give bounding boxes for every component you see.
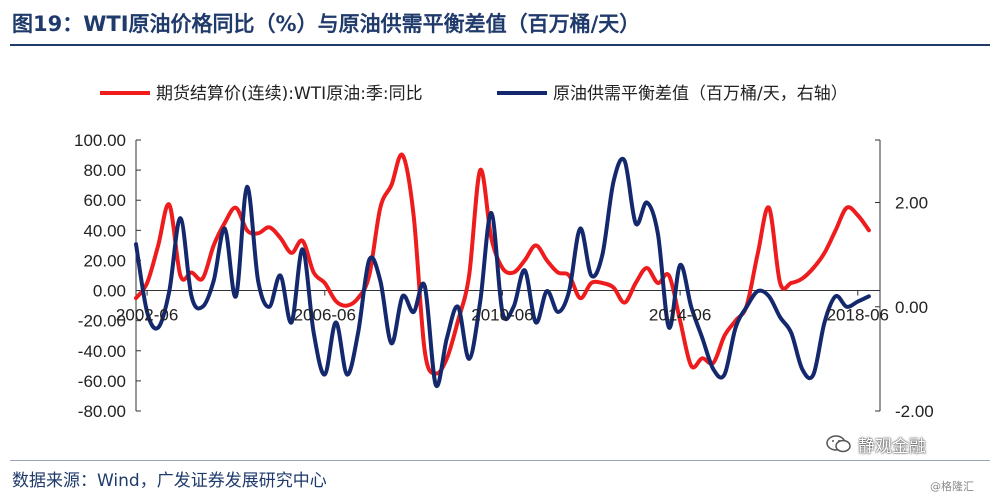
left-tick-label: 60.00	[83, 191, 126, 210]
left-tick-label: -20.00	[78, 312, 126, 331]
watermark-text: 静观金融	[858, 437, 926, 457]
left-tick-label: 0.00	[93, 282, 126, 301]
x-tick-label: 2018-06	[827, 306, 889, 325]
x-tick-label: 2006-06	[294, 306, 356, 325]
series-line-balance	[134, 156, 871, 389]
x-tick-label: 2002-06	[116, 306, 178, 325]
right-tick-label: 0.00	[895, 298, 928, 317]
left-tick-label: 100.00	[74, 131, 126, 150]
right-tick-label: 2.00	[895, 194, 928, 213]
title-rule	[10, 44, 990, 46]
legend-label-wti-yoy: 期货结算价(连续):WTI原油:季:同比	[156, 84, 423, 104]
left-tick-label: 40.00	[83, 221, 126, 240]
left-tick-label: 80.00	[83, 161, 126, 180]
wechat-icon	[826, 435, 851, 453]
credit-text: @格隆汇	[930, 480, 974, 493]
left-tick-label: -60.00	[78, 372, 126, 391]
x-tick-label: 2010-06	[471, 306, 533, 325]
footer-rule	[10, 460, 990, 461]
x-tick-label: 2014-06	[649, 306, 711, 325]
legend-label-balance: 原油供需平衡差值（百万桶/天，右轴）	[553, 84, 848, 104]
source-note: 数据来源：Wind，广发证券发展研究中心	[12, 471, 327, 491]
chart-title: 图19：WTI原油价格同比（%）与原油供需平衡差值（百万桶/天）	[12, 12, 641, 36]
left-tick-label: -40.00	[78, 342, 126, 361]
right-tick-label: -2.00	[895, 402, 934, 421]
left-tick-label: 20.00	[83, 251, 126, 270]
left-tick-label: -80.00	[78, 402, 126, 421]
